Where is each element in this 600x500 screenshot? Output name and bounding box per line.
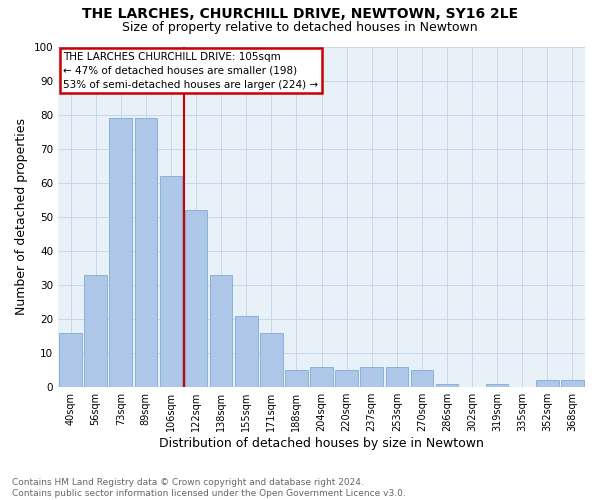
Bar: [235, 316, 257, 387]
Text: Size of property relative to detached houses in Newtown: Size of property relative to detached ho…: [122, 21, 478, 34]
Bar: [185, 210, 208, 387]
Bar: [85, 275, 107, 387]
Bar: [310, 367, 333, 387]
Bar: [109, 118, 132, 387]
Bar: [59, 332, 82, 387]
Text: Contains HM Land Registry data © Crown copyright and database right 2024.
Contai: Contains HM Land Registry data © Crown c…: [12, 478, 406, 498]
Bar: [260, 332, 283, 387]
Bar: [361, 367, 383, 387]
Bar: [436, 384, 458, 387]
Bar: [410, 370, 433, 387]
Bar: [160, 176, 182, 387]
Y-axis label: Number of detached properties: Number of detached properties: [15, 118, 28, 316]
Bar: [335, 370, 358, 387]
Bar: [386, 367, 408, 387]
Bar: [134, 118, 157, 387]
Bar: [210, 275, 232, 387]
X-axis label: Distribution of detached houses by size in Newtown: Distribution of detached houses by size …: [159, 437, 484, 450]
Text: THE LARCHES CHURCHILL DRIVE: 105sqm
← 47% of detached houses are smaller (198)
5: THE LARCHES CHURCHILL DRIVE: 105sqm ← 47…: [64, 52, 319, 90]
Bar: [536, 380, 559, 387]
Text: THE LARCHES, CHURCHILL DRIVE, NEWTOWN, SY16 2LE: THE LARCHES, CHURCHILL DRIVE, NEWTOWN, S…: [82, 8, 518, 22]
Bar: [561, 380, 584, 387]
Bar: [285, 370, 308, 387]
Bar: [486, 384, 508, 387]
